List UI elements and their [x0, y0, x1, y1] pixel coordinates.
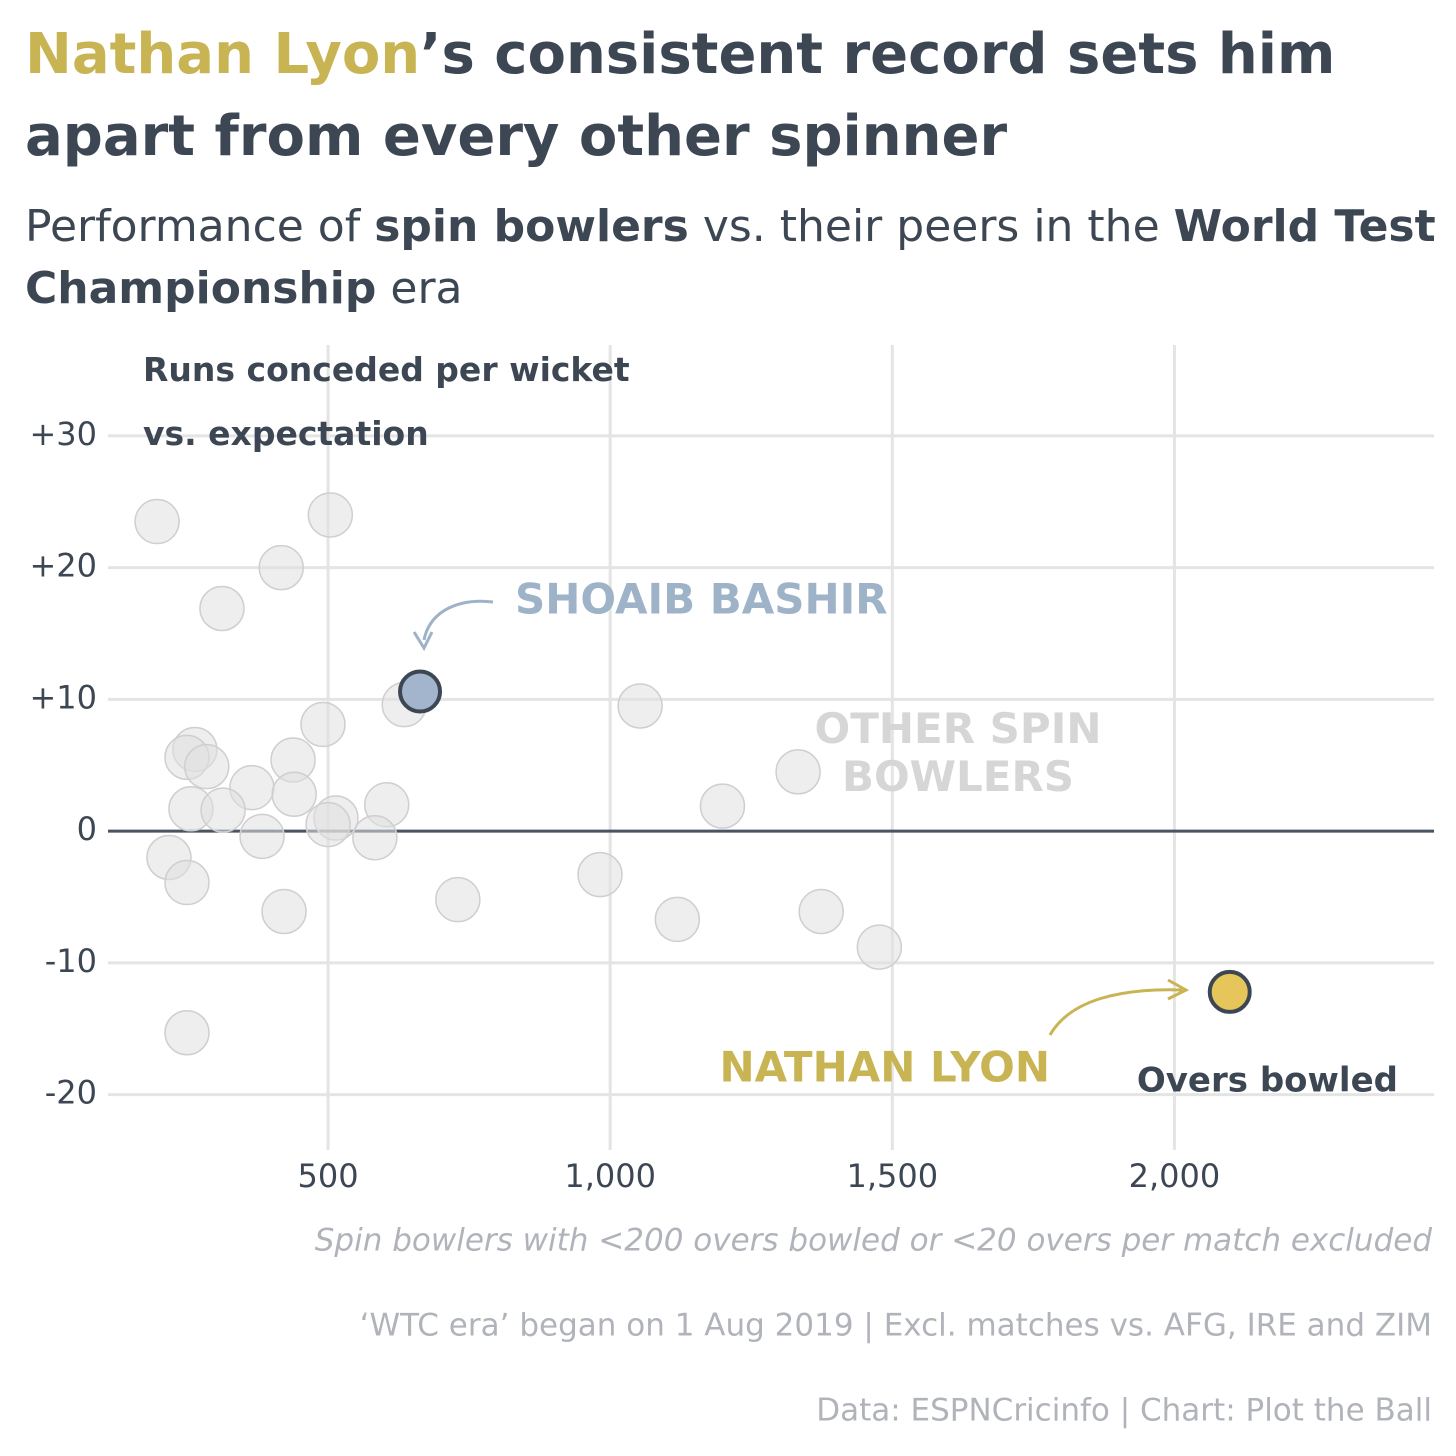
subtitle-part: Performance of: [25, 201, 375, 252]
point: [699, 783, 746, 829]
point: [271, 771, 317, 818]
point: [1207, 969, 1252, 1014]
x-tick-label: 1,000: [564, 1157, 656, 1195]
point: [258, 544, 304, 591]
subtitle-part: World Test Championship: [25, 201, 1436, 314]
series-label: OTHER SPIN BOWLERS: [814, 704, 1102, 801]
point: [856, 924, 903, 970]
point: [307, 492, 354, 538]
point: [775, 749, 821, 795]
note: Data: ESPNCricinfo | Chart: Plot the Bal…: [816, 1393, 1432, 1429]
series-label: SHOAIB BASHIR: [515, 575, 888, 624]
subtitle-part: spin bowlers: [374, 201, 689, 252]
points: [134, 492, 1252, 1056]
point: [798, 888, 844, 935]
x-tick-label: 500: [298, 1157, 359, 1195]
note: Spin bowlers with <200 overs bowled or <…: [315, 1223, 1433, 1259]
point: [164, 859, 210, 906]
subtitle: Performance of spin bowlers vs. their pe…: [25, 196, 1445, 320]
point: [398, 669, 443, 714]
x-axis-title: Overs bowled: [1137, 1061, 1398, 1101]
point: [577, 851, 623, 898]
x-tick-label: 2,000: [1129, 1157, 1221, 1195]
point: [352, 814, 398, 861]
point: [183, 743, 230, 790]
arrow: [1048, 988, 1183, 1036]
point: [305, 801, 351, 848]
point: [435, 876, 481, 923]
point: [199, 585, 245, 632]
arrow: [422, 599, 494, 641]
point: [617, 683, 663, 729]
y-tick-label: +30: [29, 415, 97, 453]
y-tick-label: +10: [29, 678, 97, 716]
x-tick-label: 1,500: [847, 1157, 939, 1195]
subtitle-part: era: [376, 263, 463, 314]
grid: [108, 345, 1434, 1150]
point: [239, 813, 285, 860]
point: [134, 498, 180, 545]
point: [261, 888, 307, 935]
y-tick-label: -20: [45, 1074, 97, 1112]
y-tick-label: 0: [77, 810, 97, 848]
y-tick-label: +20: [29, 547, 97, 585]
point: [654, 896, 701, 943]
series-label: NATHAN LYON: [720, 1043, 1050, 1092]
y-axis-title: Runs conceded per wicket vs. expectation: [143, 350, 630, 453]
point: [200, 787, 246, 833]
title: Nathan Lyon’s consistent record sets him…: [25, 14, 1445, 178]
note: ‘WTC era’ began on 1 Aug 2019 | Excl. ma…: [360, 1308, 1432, 1344]
arrow-head: [1167, 978, 1190, 1001]
subtitle-part: vs. their peers in the: [688, 201, 1174, 252]
point: [300, 701, 346, 748]
arrow-head: [412, 631, 434, 652]
title-text: ’s consistent record sets him apart from…: [25, 22, 1336, 169]
title-highlight: Nathan Lyon: [25, 22, 421, 87]
point: [164, 1009, 210, 1056]
y-tick-label: -10: [45, 942, 97, 980]
